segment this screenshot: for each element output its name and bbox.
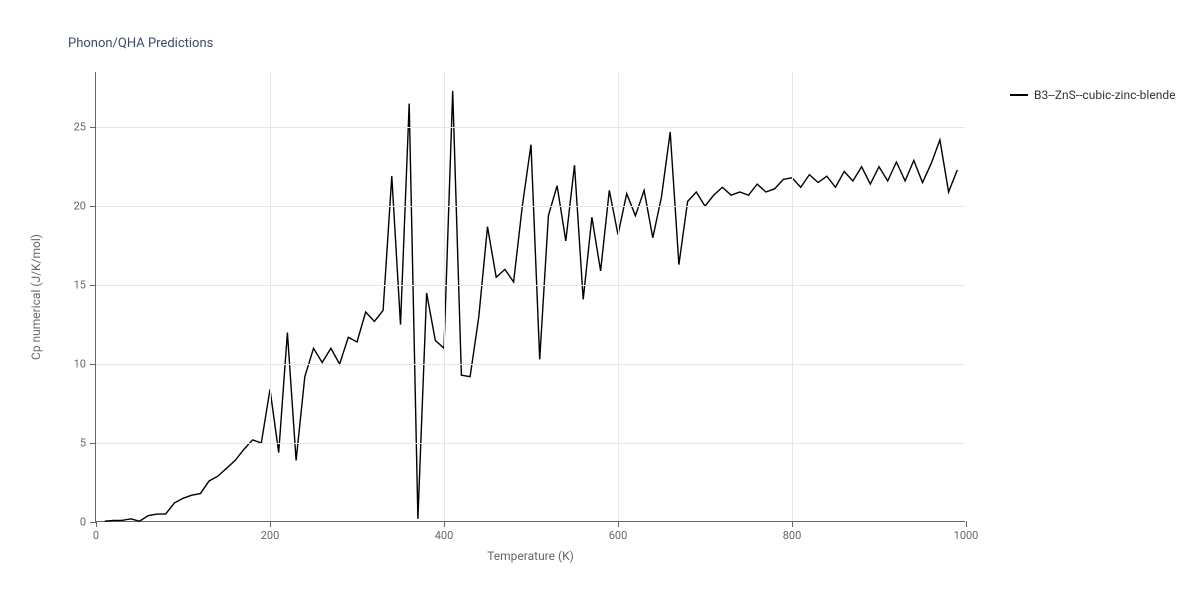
legend-swatch [1010,94,1028,96]
series-line [105,91,958,521]
tick-y [90,364,96,365]
series-svg [96,72,966,522]
tick-x [618,521,619,527]
legend: B3--ZnS--cubic-zinc-blende [1010,88,1175,102]
tick-label-y: 5 [80,437,86,450]
gridline-v [270,72,271,521]
legend-label: B3--ZnS--cubic-zinc-blende [1034,88,1175,102]
tick-label-x: 800 [783,529,802,542]
gridline-h [96,443,965,444]
tick-y [90,285,96,286]
y-axis-label: Cp numerical (J/K/mol) [29,234,43,360]
plot-area: Temperature (K) Cp numerical (J/K/mol) 0… [95,72,965,522]
tick-x [270,521,271,527]
tick-label-y: 15 [74,279,86,292]
tick-label-x: 1000 [954,529,979,542]
gridline-h [96,206,965,207]
tick-label-y: 25 [74,121,86,134]
tick-label-y: 20 [74,200,86,213]
tick-label-x: 400 [435,529,454,542]
tick-x [966,521,967,527]
tick-y [90,206,96,207]
tick-y [90,443,96,444]
chart-title: Phonon/QHA Predictions [68,36,213,51]
gridline-h [96,127,965,128]
tick-label-y: 0 [80,516,86,529]
tick-label-y: 10 [74,358,86,371]
gridline-v [792,72,793,521]
tick-label-x: 600 [609,529,628,542]
gridline-v [444,72,445,521]
tick-label-x: 200 [261,529,280,542]
tick-x [96,521,97,527]
tick-label-x: 0 [93,529,99,542]
gridline-h [96,285,965,286]
x-axis-label: Temperature (K) [487,549,574,563]
tick-y [90,522,96,523]
tick-y [90,127,96,128]
gridline-h [96,364,965,365]
tick-x [792,521,793,527]
tick-x [444,521,445,527]
gridline-v [618,72,619,521]
